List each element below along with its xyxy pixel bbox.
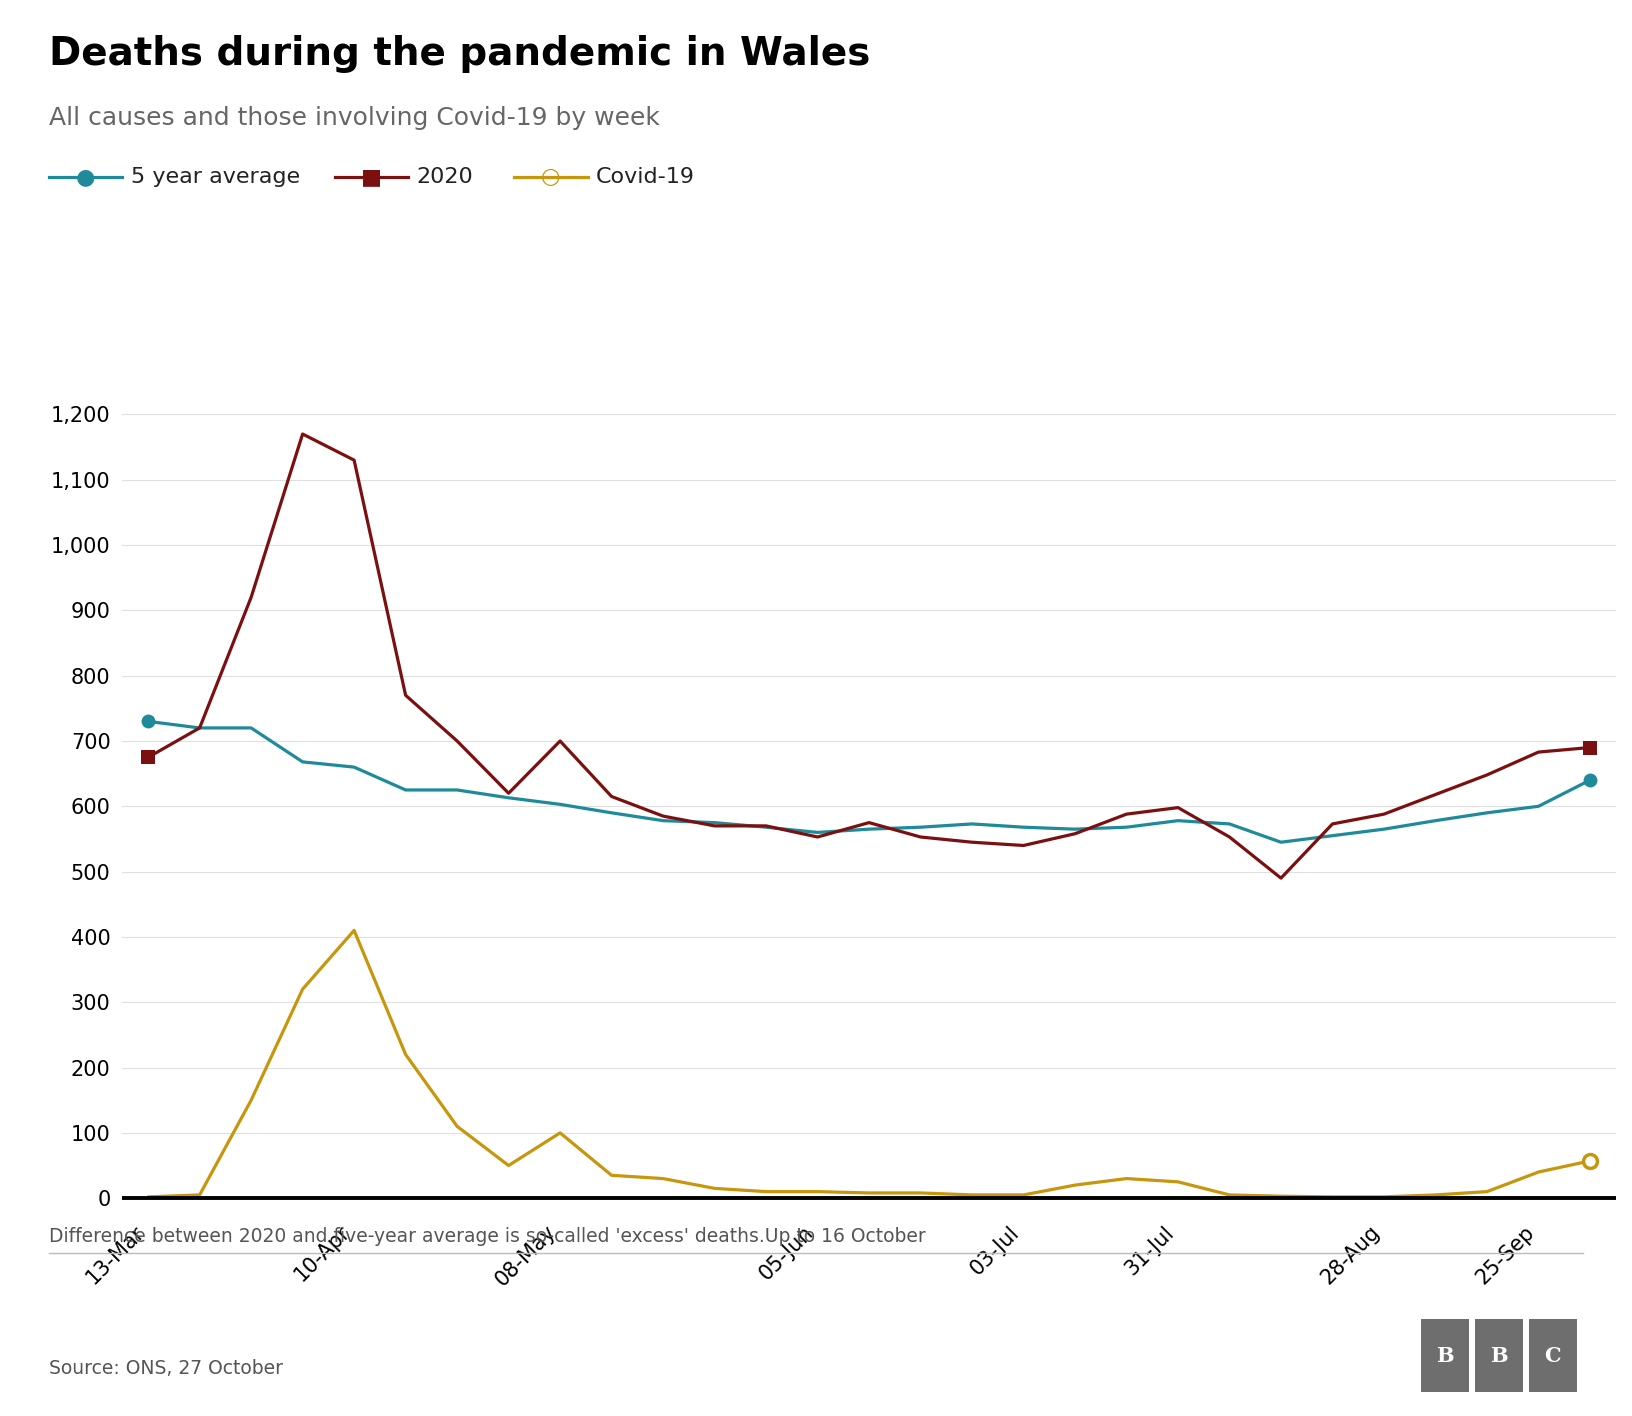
Text: 5 year average: 5 year average — [131, 167, 300, 187]
Text: ●: ● — [77, 167, 95, 187]
FancyBboxPatch shape — [1475, 1320, 1523, 1392]
Text: Deaths during the pandemic in Wales: Deaths during the pandemic in Wales — [49, 35, 870, 74]
Text: B: B — [1436, 1345, 1454, 1366]
FancyBboxPatch shape — [1421, 1320, 1469, 1392]
Text: C: C — [1544, 1345, 1562, 1366]
Text: Source: ONS, 27 October: Source: ONS, 27 October — [49, 1359, 282, 1378]
Text: 2020: 2020 — [416, 167, 473, 187]
Text: All causes and those involving Covid-19 by week: All causes and those involving Covid-19 … — [49, 106, 659, 130]
Text: ○: ○ — [542, 167, 560, 187]
Text: ■: ■ — [361, 167, 382, 187]
Text: B: B — [1490, 1345, 1508, 1366]
Text: Difference between 2020 and five-year average is so-called 'excess' deaths.Up to: Difference between 2020 and five-year av… — [49, 1228, 925, 1246]
FancyBboxPatch shape — [1529, 1320, 1577, 1392]
Text: Covid-19: Covid-19 — [596, 167, 695, 187]
